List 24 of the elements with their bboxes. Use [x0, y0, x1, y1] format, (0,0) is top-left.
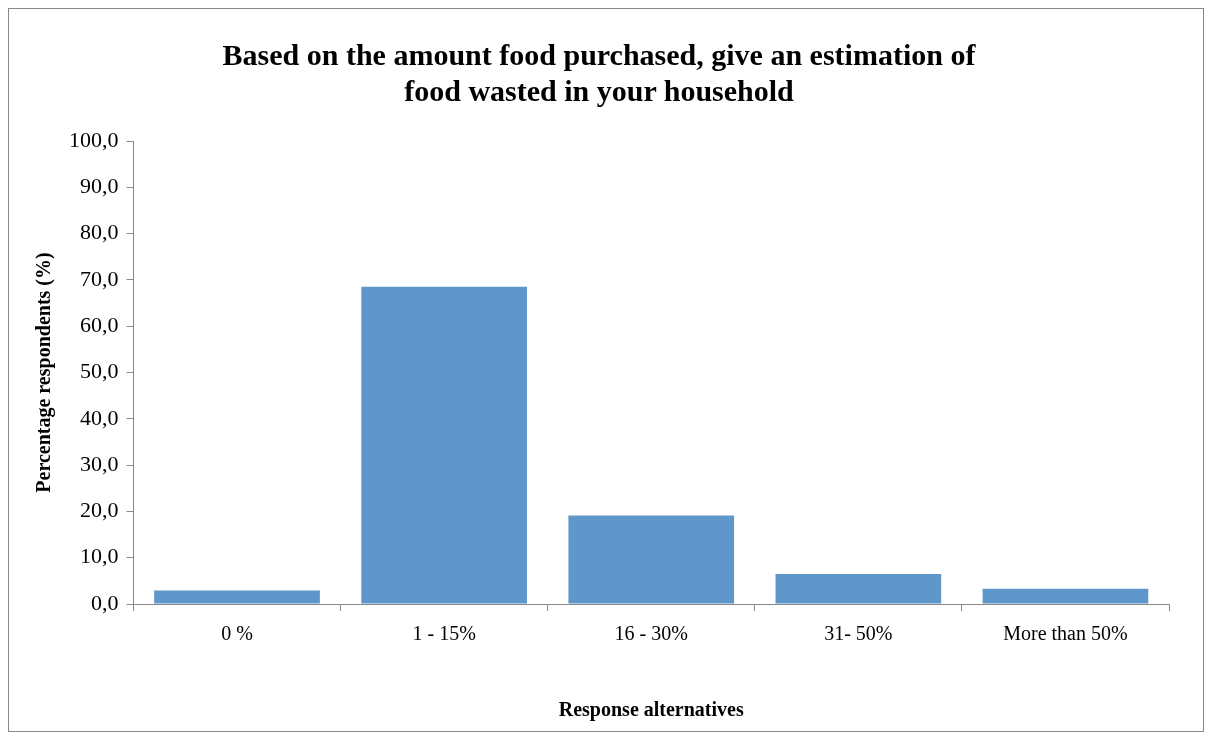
- bar: [775, 573, 942, 604]
- y-tick-label: 60,0: [80, 311, 119, 337]
- bar: [361, 286, 527, 604]
- x-tick-label: 16 - 30%: [614, 622, 688, 645]
- y-tick-label: 0,0: [91, 589, 119, 615]
- y-tick-label: 10,0: [80, 543, 119, 569]
- chart-title: Based on the amount food purchased, give an estimation of food wasted in your household: [222, 37, 977, 107]
- y-tick-label: 40,0: [80, 404, 119, 430]
- y-axis-title: Percentage respondents (%): [32, 252, 56, 493]
- bar: [982, 588, 1149, 604]
- y-tick-label: 90,0: [80, 173, 119, 199]
- x-tick-label: 0 %: [221, 622, 253, 645]
- y-tick-label: 70,0: [80, 265, 119, 291]
- y-tick-label: 50,0: [80, 358, 119, 384]
- y-tick-label: 100,0: [69, 126, 119, 152]
- x-tick-label: 1 - 15%: [412, 622, 476, 645]
- x-tick-label: More than 50%: [1003, 622, 1128, 645]
- x-tick-label: 31- 50%: [824, 622, 893, 645]
- bar: [568, 515, 735, 604]
- y-tick-label: 20,0: [80, 497, 119, 523]
- y-tick-label: 80,0: [80, 219, 119, 245]
- x-axis-title: Response alternatives: [558, 698, 744, 722]
- bar: [154, 590, 320, 604]
- y-tick-label: 30,0: [80, 450, 119, 476]
